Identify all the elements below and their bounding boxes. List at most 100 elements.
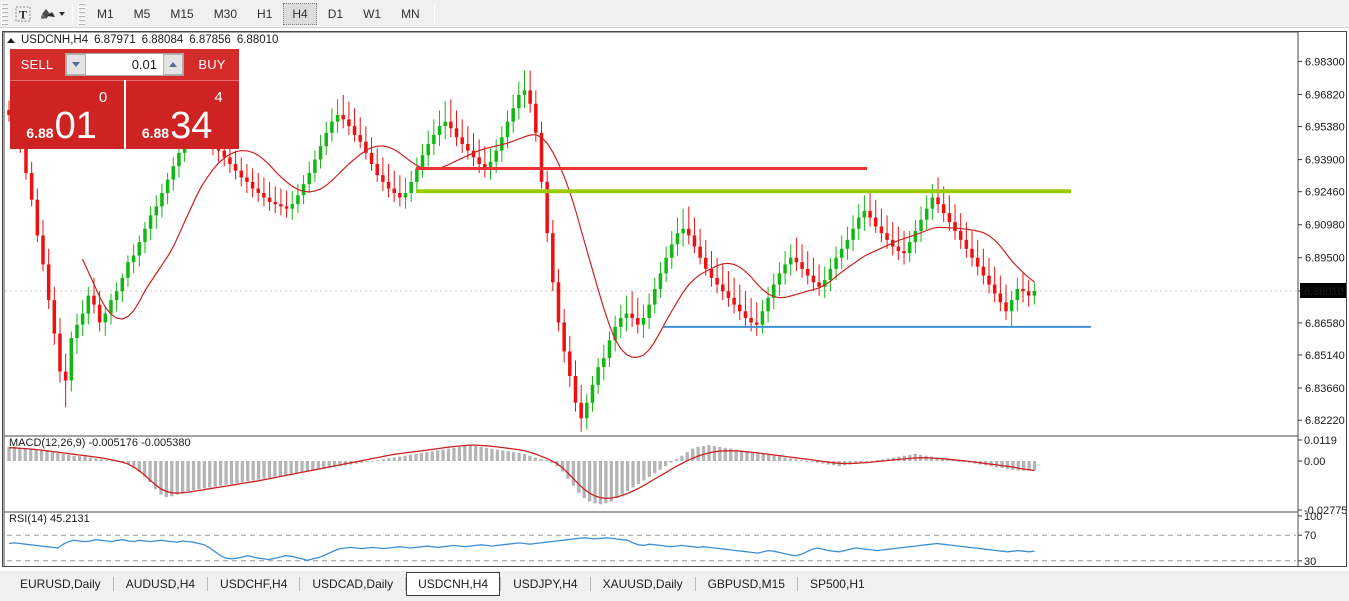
macd-bar — [148, 461, 152, 483]
volume-decrease-icon[interactable] — [66, 54, 86, 75]
macd-bar — [669, 461, 673, 463]
macd-bar — [870, 461, 874, 462]
svg-text:T: T — [19, 7, 27, 21]
one-click-trading-panel[interactable]: SELL 0.01 BUY 6.88 01 0 6.88 34 4 — [10, 49, 239, 149]
tab-usdjpy-h4[interactable]: USDJPY,H4 — [513, 577, 578, 591]
objects-dropdown-icon[interactable] — [36, 2, 68, 26]
macd-tick-label: 0.0119 — [1304, 435, 1337, 447]
macd-bar — [593, 461, 597, 504]
price-tick-label: 6.86580 — [1305, 318, 1345, 330]
macd-bar — [517, 453, 521, 462]
macd-bar — [929, 456, 934, 462]
macd-bar — [522, 453, 527, 462]
macd-bar — [533, 457, 537, 462]
macd-bar — [50, 452, 55, 462]
candle-body — [335, 114, 340, 122]
candle-body — [494, 150, 498, 162]
sell-button[interactable]: 6.88 01 0 — [10, 80, 124, 149]
candle-body — [743, 311, 748, 318]
candle-body — [250, 181, 255, 189]
candle-body — [675, 233, 680, 245]
macd-bar — [468, 445, 472, 462]
candle-body — [267, 197, 272, 202]
volume-input[interactable]: 0.01 — [86, 54, 163, 75]
tab-usdchf-h4[interactable]: USDCHF,H4 — [220, 577, 288, 591]
candle-body — [279, 204, 283, 207]
timeframe-m5[interactable]: M5 — [133, 6, 151, 21]
candle-body — [437, 126, 442, 136]
text-tool-icon[interactable]: T — [10, 2, 36, 26]
candle-body — [607, 340, 612, 359]
candle-body — [613, 326, 617, 341]
candle-body — [788, 257, 793, 265]
tab-usdcad-daily[interactable]: USDCAD,Daily — [312, 577, 394, 591]
timeframe-m30[interactable]: M30 — [213, 6, 238, 21]
candle-body — [460, 137, 464, 144]
candle-body — [556, 282, 561, 323]
sell-label[interactable]: SELL — [20, 57, 54, 72]
macd-bar — [647, 461, 651, 477]
chart-canvas-window[interactable]: USDCNH,H4 6.87971 6.88084 6.87856 6.8801… — [2, 31, 1347, 567]
price-chart-svg[interactable]: 6.98300 6.96820 6.95380 6.93900 6.92460 6.909… — [3, 32, 1346, 566]
timeframe-d1[interactable]: D1 — [327, 6, 344, 21]
collapse-triangle-icon[interactable] — [7, 37, 15, 43]
timeframe-h1[interactable]: H1 — [257, 6, 273, 21]
candle-body — [52, 300, 57, 334]
tab-sp500-h1[interactable]: SP500,H1 — [809, 577, 865, 591]
candle-body — [624, 313, 629, 318]
candle-body — [998, 293, 1003, 303]
macd-bar — [240, 461, 244, 483]
tab-usdcnh-h4[interactable]: USDCNH,H4 — [406, 572, 501, 596]
macd-bar — [370, 461, 375, 462]
candle-body — [443, 121, 447, 127]
tab-xauusd-daily[interactable]: XAUUSD,Daily — [602, 577, 683, 591]
candle-body — [160, 193, 164, 207]
macd-bar — [788, 458, 793, 462]
macd-bar — [213, 461, 217, 487]
chart-symbol-header: USDCNH,H4 6.87971 6.88084 6.87856 6.8801… — [3, 32, 278, 48]
macd-bar — [956, 461, 961, 462]
macd-bar — [815, 461, 820, 463]
macd-bar — [777, 456, 782, 462]
price-tick-label: 6.85140 — [1305, 350, 1345, 362]
macd-bar — [1032, 461, 1037, 471]
macd-tick-label: 0.00 — [1304, 456, 1325, 468]
tab-eurusd-daily[interactable]: EURUSD,Daily — [20, 577, 101, 591]
macd-bar — [305, 461, 310, 472]
rsi-indicator-label: RSI(14) 45.2131 — [9, 513, 90, 525]
macd-bar — [560, 461, 565, 472]
macd-bar — [577, 461, 581, 493]
candle-body — [97, 304, 102, 323]
candle-body — [851, 228, 855, 240]
candle-body — [545, 181, 549, 234]
buy-button[interactable]: 6.88 34 4 — [125, 80, 239, 149]
timeframe-w1[interactable]: W1 — [363, 6, 382, 21]
price-tick-label: 6.93900 — [1305, 155, 1345, 167]
candle-body — [483, 164, 487, 169]
tab-gbpusd-m15[interactable]: GBPUSD,M15 — [707, 577, 785, 591]
macd-bar — [474, 446, 478, 462]
macd-bar — [267, 461, 272, 478]
volume-increase-icon[interactable] — [163, 54, 183, 75]
macd-bar — [316, 461, 320, 470]
toolbar-grip[interactable] — [1, 2, 8, 25]
candle-body — [63, 371, 68, 381]
timeframe-h4[interactable]: H4 — [283, 2, 317, 25]
volume-stepper[interactable]: 0.01 — [65, 53, 184, 76]
macd-bar — [658, 461, 662, 470]
candle-body — [375, 164, 379, 176]
timeframe-m1[interactable]: M1 — [97, 6, 114, 21]
timeframe-mn[interactable]: MN — [401, 6, 420, 21]
candle-body — [398, 193, 402, 198]
tab-separator — [207, 577, 209, 591]
tab-audusd-h4[interactable]: AUDUSD,H4 — [125, 577, 196, 591]
candle-body — [415, 168, 419, 182]
macd-bar — [338, 461, 342, 467]
candle-body — [1009, 300, 1014, 312]
candle-body — [488, 161, 493, 169]
macd-bar — [620, 461, 624, 495]
buy-label[interactable]: BUY — [198, 57, 226, 72]
timeframe-m15[interactable]: M15 — [170, 6, 194, 21]
timeframe-toolbar-grip[interactable] — [78, 2, 85, 25]
